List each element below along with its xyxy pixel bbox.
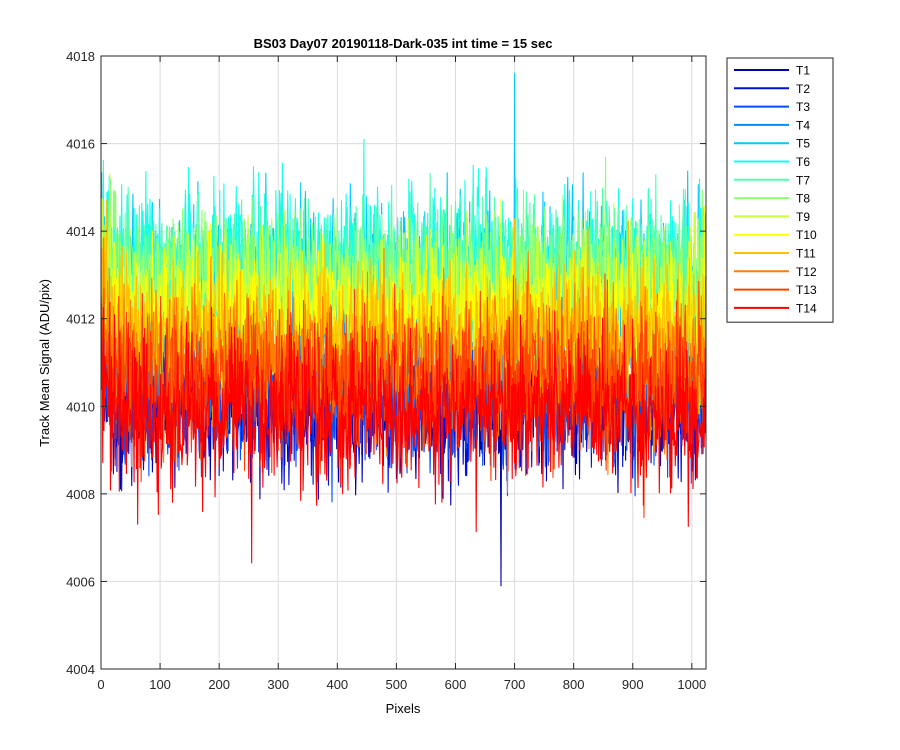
legend-label: T1 [796,64,810,78]
y-tick-label: 4010 [66,399,95,414]
legend-label: T5 [796,137,810,151]
legend-label: T10 [796,228,817,242]
y-axis-label: Track Mean Signal (ADU/pix) [37,279,52,447]
series-line-t8 [101,156,706,409]
y-tick-label: 4014 [66,224,95,239]
legend-label: T2 [796,82,810,96]
y-tick-label: 4006 [66,574,95,589]
y-tick-label: 4012 [66,312,95,327]
y-tick-label: 4016 [66,137,95,152]
legend-label: T14 [796,301,817,315]
x-tick-label: 800 [563,677,585,692]
x-tick-label: 600 [445,677,467,692]
legend-label: T7 [796,173,810,187]
legend-label: T9 [796,210,810,224]
x-tick-label: 900 [622,677,644,692]
legend-box [726,57,834,323]
legend-label: T6 [796,155,810,169]
y-tick-label: 4018 [66,49,95,64]
legend: T1 T2 T3 T4 T5 T6 T7 T8 T9 T10 T11 T12 T13 T14 [726,57,834,323]
x-tick-label: 300 [267,677,289,692]
legend-label: T3 [796,100,810,114]
chart-title: BS03 Day07 20190118-Dark-035 int time = … [254,36,553,51]
legend-label: T8 [796,192,810,206]
y-axis-ticks: 4004 4006 4008 4010 4012 4014 4016 4018 [66,49,706,677]
y-tick-label: 4004 [66,662,95,677]
series-line-t9 [101,173,706,412]
legend-label: T11 [796,247,816,261]
x-tick-label: 0 [97,677,104,692]
x-axis-label: Pixels [386,701,421,716]
y-tick-label: 4008 [66,487,95,502]
legend-label: T12 [796,265,817,279]
axes-frame [100,55,707,670]
x-tick-label: 400 [326,677,348,692]
x-axis-ticks: 0 100 200 300 400 500 600 700 800 900 1000 [97,56,706,692]
legend-label: T4 [796,118,810,132]
x-tick-label: 100 [149,677,171,692]
x-tick-label: 500 [386,677,408,692]
x-tick-label: 700 [504,677,526,692]
series-line-t14 [101,301,706,564]
x-tick-label: 200 [208,677,230,692]
x-tick-label: 1000 [677,677,706,692]
legend-label: T13 [796,283,817,297]
